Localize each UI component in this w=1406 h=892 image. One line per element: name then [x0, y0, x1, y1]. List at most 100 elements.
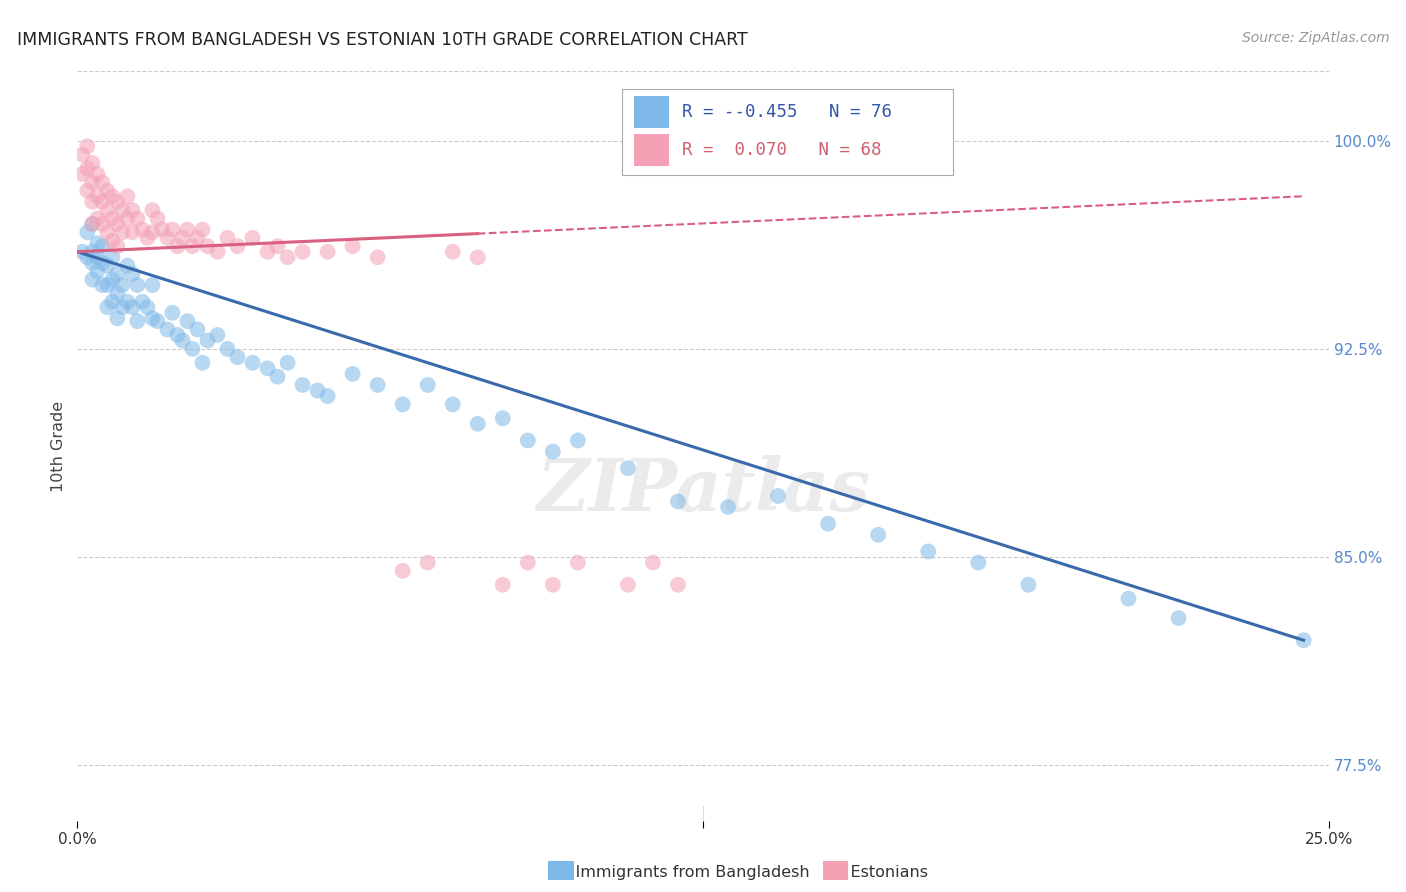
Point [82, 217, 104, 231]
Point [82, 175, 104, 189]
Point [96, 225, 118, 239]
Point [181, 342, 204, 356]
Point [117, 294, 139, 309]
Text: Source: ZipAtlas.com: Source: ZipAtlas.com [1241, 31, 1389, 45]
Point [152, 222, 174, 236]
Point [101, 294, 124, 309]
Point [197, 334, 219, 348]
Point [291, 244, 314, 259]
Point [166, 328, 188, 343]
Point [186, 322, 208, 336]
Point [82, 272, 104, 286]
Point [105, 217, 128, 231]
Point [492, 578, 515, 592]
Point [86, 189, 108, 203]
Point [316, 389, 339, 403]
Point [967, 556, 990, 570]
Point [181, 239, 204, 253]
Point [141, 203, 163, 218]
Point [162, 222, 184, 236]
Point [131, 294, 153, 309]
Point [101, 189, 124, 203]
Point [307, 384, 329, 398]
Point [207, 244, 229, 259]
Point [567, 434, 589, 448]
Point [101, 211, 124, 226]
FancyBboxPatch shape [634, 96, 669, 128]
Point [242, 356, 264, 370]
Point [766, 489, 789, 503]
Point [541, 444, 564, 458]
Text: R =  0.070   N = 68: R = 0.070 N = 68 [682, 141, 882, 159]
Point [186, 231, 208, 245]
Point [197, 239, 219, 253]
Point [256, 244, 278, 259]
Point [86, 250, 108, 264]
Point [166, 239, 188, 253]
Point [76, 184, 98, 198]
Point [72, 147, 94, 161]
Point [217, 342, 239, 356]
FancyBboxPatch shape [634, 135, 669, 166]
Point [96, 203, 118, 218]
Text: Estonians: Estonians [830, 865, 928, 880]
Point [76, 139, 98, 153]
Point [101, 250, 124, 264]
Point [121, 203, 143, 218]
Point [666, 494, 689, 508]
Point [96, 300, 118, 314]
Point [1292, 633, 1315, 648]
Point [277, 356, 299, 370]
Point [868, 528, 890, 542]
Point [86, 264, 108, 278]
Point [91, 278, 114, 293]
Point [266, 239, 288, 253]
Point [316, 244, 339, 259]
Point [91, 194, 114, 209]
Point [277, 250, 299, 264]
Point [86, 167, 108, 181]
Point [82, 194, 104, 209]
Point [467, 250, 489, 264]
Text: R = --0.455   N = 76: R = --0.455 N = 76 [682, 103, 891, 120]
Point [416, 378, 439, 392]
Point [291, 378, 314, 392]
Point [717, 500, 740, 514]
Point [541, 578, 564, 592]
FancyBboxPatch shape [621, 88, 953, 175]
Point [117, 211, 139, 226]
Point [96, 259, 118, 273]
Point [207, 328, 229, 343]
Point [217, 231, 239, 245]
Point [441, 397, 464, 411]
Point [146, 211, 169, 226]
Point [121, 267, 143, 281]
Point [256, 361, 278, 376]
Point [72, 167, 94, 181]
Point [127, 278, 149, 293]
Point [146, 314, 169, 328]
Point [76, 161, 98, 176]
Point [266, 369, 288, 384]
Point [121, 225, 143, 239]
Point [1017, 578, 1039, 592]
Point [367, 378, 389, 392]
Point [111, 203, 134, 218]
Point [467, 417, 489, 431]
Point [91, 175, 114, 189]
Point [82, 256, 104, 270]
Point [136, 300, 159, 314]
Text: IMMIGRANTS FROM BANGLADESH VS ESTONIAN 10TH GRADE CORRELATION CHART: IMMIGRANTS FROM BANGLADESH VS ESTONIAN 1… [17, 31, 748, 49]
Point [641, 556, 664, 570]
Point [96, 278, 118, 293]
Point [172, 334, 194, 348]
Point [105, 267, 128, 281]
Point [226, 350, 249, 364]
Point [567, 556, 589, 570]
Point [156, 322, 179, 336]
Point [96, 184, 118, 198]
Point [86, 236, 108, 251]
Point [176, 314, 198, 328]
Point [172, 231, 194, 245]
Point [105, 311, 128, 326]
